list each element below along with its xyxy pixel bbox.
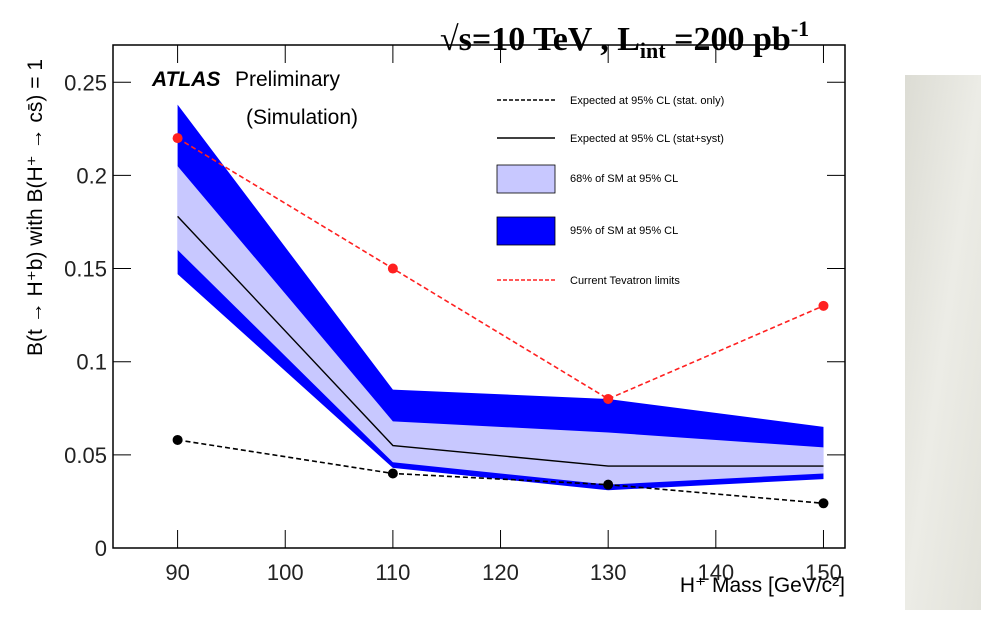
y-tick-label: 0.05 <box>64 443 107 468</box>
y-tick-label: 0.15 <box>64 257 107 282</box>
point <box>387 263 398 274</box>
annotation: Preliminary <box>235 68 341 91</box>
point <box>387 468 398 479</box>
annotation: ATLAS <box>151 68 220 91</box>
legend-label: Expected at 95% CL (stat+syst) <box>570 133 724 145</box>
x-tick-label: 150 <box>805 560 842 585</box>
x-tick-label: 110 <box>375 560 410 585</box>
point <box>603 479 614 490</box>
y-tick-label: 0 <box>95 536 107 561</box>
point <box>818 498 829 509</box>
y-axis-label: B(t → H⁺b) with B(H⁺ → cs̄) = 1 <box>24 59 47 356</box>
y-tick-label: 0.2 <box>76 163 107 188</box>
point <box>603 393 614 404</box>
legend-label: 68% of SM at 95% CL <box>570 173 678 185</box>
point <box>172 434 183 445</box>
line <box>177 137 824 400</box>
legend-label: 95% of SM at 95% CL <box>570 225 678 237</box>
x-tick-label: 140 <box>697 560 734 585</box>
legend-label: Current Tevatron limits <box>570 275 680 287</box>
axes-frame <box>112 44 846 549</box>
band <box>177 166 824 485</box>
legend-swatch <box>496 216 556 246</box>
x-tick-label: 90 <box>165 560 189 585</box>
x-tick-label: 100 <box>267 560 304 585</box>
line <box>177 439 824 505</box>
plot-area: 0 0.05 0.1 0.15 0.2 0.25 90 100 110 120 130 140 150H… <box>24 44 846 597</box>
line <box>177 215 824 467</box>
background-photo <box>905 75 981 610</box>
point <box>172 133 183 144</box>
point <box>818 300 829 311</box>
x-tick-label: 130 <box>590 560 627 585</box>
x-tick-label: 120 <box>482 560 519 585</box>
y-tick-label: 0.1 <box>76 350 107 375</box>
legend-label: Expected at 95% CL (stat. only) <box>570 95 724 107</box>
y-tick-label: 0.25 <box>64 70 107 95</box>
x-axis-label: H⁺ Mass [GeV/c²] <box>680 574 845 597</box>
legend-swatch <box>496 164 556 194</box>
annotation: (Simulation) <box>246 106 358 129</box>
chart-title: √s=10 TeV , Lint =200 pb-1 <box>440 16 809 63</box>
